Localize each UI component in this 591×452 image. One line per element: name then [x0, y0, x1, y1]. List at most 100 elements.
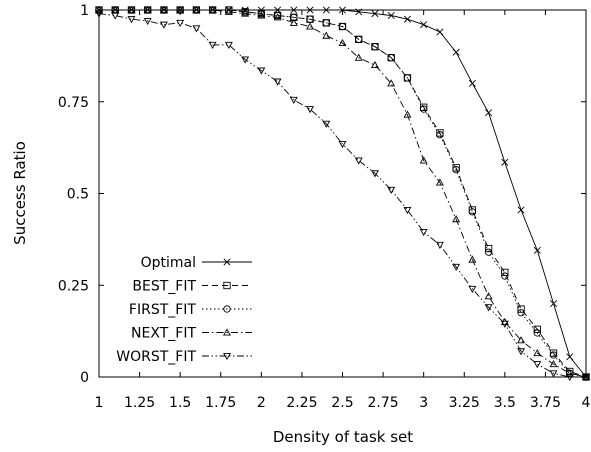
- x-tick-label: 2: [257, 395, 266, 411]
- x-tick-label: 2.5: [331, 395, 353, 411]
- data-point: [419, 156, 428, 164]
- data-point: [485, 109, 493, 117]
- data-point: [306, 22, 314, 30]
- data-point: [435, 241, 444, 250]
- legend-marker: [223, 328, 231, 336]
- data-point: [582, 373, 590, 382]
- data-point: [549, 360, 558, 368]
- data-point: [452, 48, 460, 56]
- data-point: [192, 5, 201, 14]
- data-point: [387, 54, 395, 62]
- data-point: [127, 5, 136, 14]
- data-point: [95, 10, 103, 18]
- data-point: [533, 246, 541, 254]
- legend-label: NEXT_FIT: [131, 326, 196, 342]
- y-tick-label: 1: [80, 3, 89, 19]
- data-point: [403, 74, 412, 82]
- legend-label: FIRST_FIT: [129, 302, 197, 318]
- data-point: [355, 35, 363, 44]
- y-tick-label: 0.75: [58, 95, 89, 111]
- data-point: [338, 38, 347, 47]
- data-point: [354, 157, 363, 165]
- data-point: [517, 348, 526, 356]
- data-point: [371, 10, 379, 18]
- data-point: [468, 285, 477, 294]
- data-point: [387, 79, 396, 87]
- data-point: [565, 373, 574, 382]
- x-tick-label: 4: [582, 395, 591, 411]
- x-tick-label: 1.75: [205, 395, 236, 411]
- data-point: [338, 6, 347, 14]
- series-line: [98, 13, 586, 378]
- data-point: [322, 31, 331, 39]
- x-axis-title: Density of task set: [273, 428, 413, 446]
- data-point: [565, 369, 574, 377]
- data-point: [273, 11, 282, 20]
- data-point: [273, 13, 282, 21]
- data-point: [436, 131, 444, 139]
- legend-label: Optimal: [141, 255, 196, 271]
- data-point: [501, 268, 509, 277]
- data-point: [533, 349, 542, 357]
- data-point: [257, 10, 265, 18]
- data-point: [452, 164, 460, 172]
- data-point: [225, 6, 233, 14]
- legend-marker: [223, 281, 231, 290]
- data-point: [322, 19, 330, 27]
- data-point: [111, 12, 120, 20]
- data-point: [452, 165, 460, 174]
- data-point: [322, 120, 331, 128]
- data-point: [322, 6, 330, 14]
- series-line: [99, 9, 587, 378]
- legend-item: NEXT_FIT: [131, 326, 252, 342]
- data-point: [289, 96, 298, 105]
- series-worst-fit: [95, 10, 590, 382]
- data-point: [354, 53, 363, 61]
- legend-label: BEST_FIT: [132, 279, 196, 295]
- legend-label: WORST_FIT: [116, 349, 196, 365]
- data-point: [355, 8, 363, 16]
- data-point: [436, 129, 444, 137]
- data-point: [143, 5, 152, 14]
- data-point: [403, 207, 412, 215]
- data-point: [484, 304, 493, 312]
- data-point: [257, 67, 266, 75]
- data-point: [338, 140, 347, 149]
- plot-frame: [98, 9, 587, 378]
- data-point: [452, 215, 461, 223]
- data-point: [533, 361, 542, 369]
- legend-marker: [223, 305, 231, 313]
- x-tick-label: 1.5: [169, 395, 191, 411]
- y-tick-label: 0.5: [67, 187, 89, 203]
- data-point: [208, 41, 217, 49]
- data-point: [208, 5, 217, 14]
- data-point: [159, 21, 168, 29]
- legend-marker: [223, 258, 231, 266]
- data-point: [549, 351, 558, 359]
- data-point: [517, 336, 526, 344]
- x-tick-label: 3.5: [494, 395, 516, 411]
- data-point: [435, 178, 444, 186]
- data-point: [517, 206, 525, 214]
- data-point: [371, 43, 379, 51]
- y-tick-label: 0: [80, 370, 89, 386]
- data-point: [403, 15, 411, 23]
- x-tick-label: 2.25: [286, 395, 317, 411]
- data-point: [224, 7, 233, 15]
- data-point: [273, 78, 282, 86]
- data-point: [420, 103, 428, 111]
- data-point: [549, 370, 558, 378]
- data-point: [306, 6, 314, 14]
- data-point: [468, 79, 476, 87]
- legend-item: FIRST_FIT: [129, 302, 252, 318]
- legend-item: BEST_FIT: [132, 279, 252, 295]
- y-tick-label: 0.25: [58, 278, 89, 294]
- data-point: [517, 305, 525, 313]
- plot-area: [98, 9, 587, 378]
- data-point: [436, 28, 444, 36]
- data-point: [452, 263, 461, 272]
- data-point: [403, 110, 412, 118]
- data-point: [468, 255, 477, 263]
- data-point: [387, 186, 396, 194]
